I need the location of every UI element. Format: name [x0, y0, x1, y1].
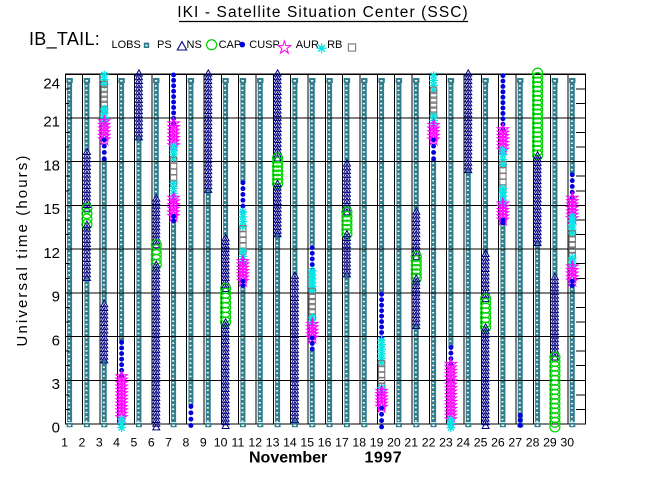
svg-text:1997: 1997: [365, 450, 403, 467]
svg-text:23: 23: [439, 436, 453, 450]
svg-text:6: 6: [52, 332, 60, 349]
svg-text:IB_TAIL:: IB_TAIL:: [29, 29, 100, 50]
svg-text:5: 5: [131, 436, 138, 450]
svg-text:14: 14: [283, 436, 297, 450]
svg-text:18: 18: [43, 157, 60, 174]
svg-text:30: 30: [560, 436, 574, 450]
svg-text:16: 16: [318, 436, 332, 450]
svg-text:15: 15: [300, 436, 314, 450]
svg-text:9: 9: [200, 436, 207, 450]
svg-text:Universal time (hours): Universal time (hours): [14, 154, 31, 347]
svg-text:2: 2: [79, 436, 86, 450]
svg-text:12: 12: [43, 245, 60, 262]
svg-text:29: 29: [543, 436, 557, 450]
svg-text:8: 8: [183, 436, 190, 450]
svg-text:November: November: [249, 450, 327, 467]
svg-text:18: 18: [352, 436, 366, 450]
svg-text:13: 13: [266, 436, 280, 450]
svg-text:25: 25: [474, 436, 488, 450]
svg-text:3: 3: [96, 436, 103, 450]
svg-text:22: 22: [422, 436, 436, 450]
svg-text:24: 24: [43, 75, 60, 92]
svg-text:1: 1: [61, 436, 68, 450]
svg-text:RB: RB: [327, 39, 342, 51]
svg-text:IKI - Satellite Situation Cent: IKI - Satellite Situation Center (SSC): [177, 4, 469, 21]
svg-text:15: 15: [43, 201, 60, 218]
svg-text:11: 11: [232, 436, 245, 450]
svg-text:21: 21: [43, 114, 60, 131]
svg-text:PS: PS: [157, 39, 172, 51]
svg-text:19: 19: [370, 436, 384, 450]
svg-text:9: 9: [52, 289, 60, 306]
svg-text:CAP: CAP: [219, 39, 242, 51]
svg-text:17: 17: [335, 436, 349, 450]
svg-text:AUR: AUR: [296, 39, 319, 51]
svg-text:3: 3: [52, 376, 60, 393]
svg-text:27: 27: [508, 436, 522, 450]
svg-text:21: 21: [404, 436, 418, 450]
svg-text:6: 6: [148, 436, 155, 450]
svg-text:28: 28: [526, 436, 540, 450]
svg-text:12: 12: [248, 436, 262, 450]
svg-text:NS: NS: [187, 39, 202, 51]
svg-text:20: 20: [387, 436, 401, 450]
svg-text:0: 0: [52, 420, 60, 437]
svg-text:CUSP: CUSP: [249, 39, 280, 51]
svg-text:LOBS: LOBS: [112, 39, 141, 51]
svg-text:4: 4: [113, 436, 120, 450]
svg-text:24: 24: [456, 436, 470, 450]
svg-text:7: 7: [165, 436, 172, 450]
svg-text:10: 10: [214, 436, 228, 450]
svg-text:26: 26: [491, 436, 505, 450]
